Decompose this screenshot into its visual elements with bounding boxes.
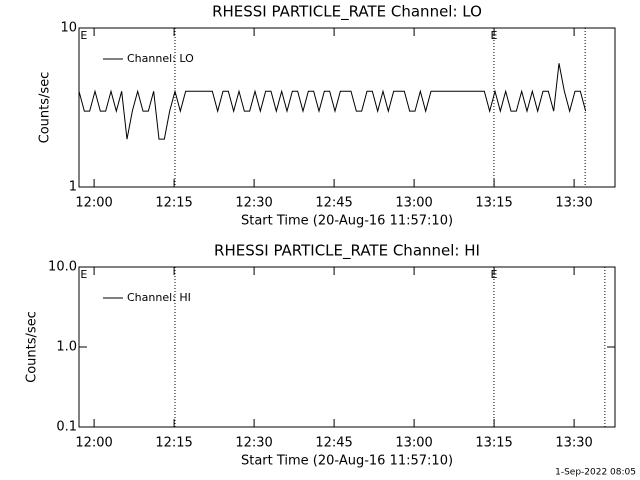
x-tick-label: 12:30	[235, 436, 272, 451]
x-axis-label: Start Time (20-Aug-16 11:57:10)	[241, 454, 453, 469]
y-tick-label: 10.0	[48, 260, 77, 275]
x-tick-label: 12:45	[315, 436, 352, 451]
y-axis-label: Counts/sec	[38, 72, 53, 144]
chart-title: RHESSI PARTICLE_RATE Channel: LO	[212, 3, 482, 22]
x-tick-label: 12:45	[315, 196, 352, 211]
data-line	[78, 63, 587, 140]
annotation: E	[80, 29, 87, 42]
x-tick-label: 12:00	[75, 436, 112, 451]
x-tick-label: 12:15	[155, 196, 192, 211]
y-tick-label: 1	[69, 180, 77, 195]
y-tick-label: 1.0	[56, 340, 77, 355]
y-tick-label: 10	[60, 21, 77, 36]
annotation: E	[490, 268, 497, 281]
x-tick-label: 12:00	[75, 196, 112, 211]
x-tick-label: 13:00	[395, 196, 432, 211]
x-tick-label: 13:30	[555, 436, 592, 451]
chart-title: RHESSI PARTICLE_RATE Channel: HI	[214, 242, 480, 261]
x-tick-label: 13:15	[475, 196, 512, 211]
legend-label: Channel: HI	[127, 291, 191, 304]
annotation: E	[80, 268, 87, 281]
x-tick-label: 12:30	[235, 196, 272, 211]
annotation: E	[490, 29, 497, 42]
x-tick-label: 12:15	[155, 436, 192, 451]
y-axis-label: Counts/sec	[25, 311, 40, 383]
y-tick-label: 0.1	[56, 420, 77, 435]
legend-label: Channel: LO	[127, 52, 194, 65]
x-tick-label: 13:00	[395, 436, 432, 451]
x-tick-label: 13:30	[555, 196, 592, 211]
footer: 1-Sep-2022 08:05	[555, 468, 636, 478]
x-axis-label: Start Time (20-Aug-16 11:57:10)	[241, 214, 453, 229]
x-tick-label: 13:15	[475, 436, 512, 451]
plot-frame	[78, 27, 616, 188]
